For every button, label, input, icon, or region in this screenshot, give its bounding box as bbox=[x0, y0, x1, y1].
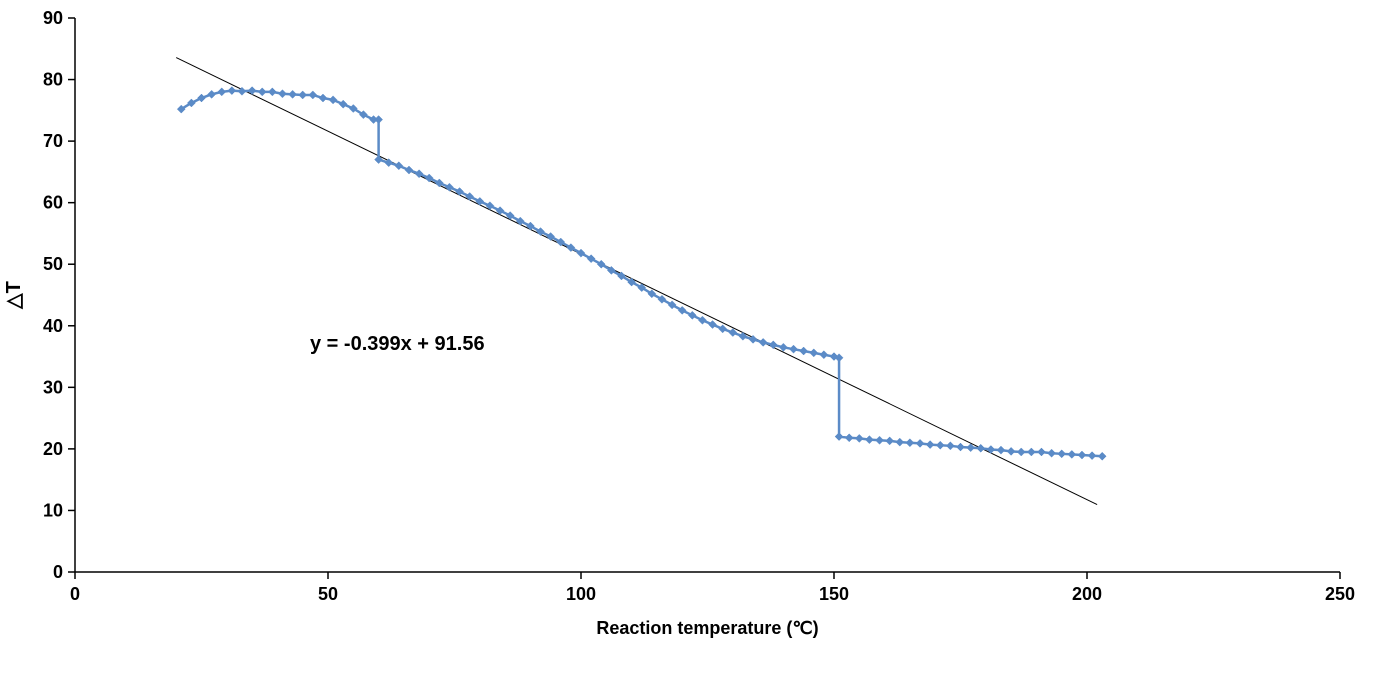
data-marker bbox=[906, 439, 914, 447]
data-marker bbox=[228, 87, 236, 95]
data-marker bbox=[258, 88, 266, 96]
data-marker bbox=[810, 349, 818, 357]
data-marker bbox=[790, 345, 798, 353]
y-tick-label: 20 bbox=[43, 439, 63, 459]
data-marker bbox=[800, 347, 808, 355]
data-marker bbox=[456, 188, 464, 196]
data-marker bbox=[405, 166, 413, 174]
y-tick-label: 50 bbox=[43, 254, 63, 274]
data-marker bbox=[339, 100, 347, 108]
data-marker bbox=[688, 311, 696, 319]
data-marker bbox=[1068, 450, 1076, 458]
y-tick-label: 10 bbox=[43, 500, 63, 520]
data-marker bbox=[198, 94, 206, 102]
x-tick-label: 250 bbox=[1325, 584, 1355, 604]
data-marker bbox=[977, 444, 985, 452]
data-marker bbox=[997, 446, 1005, 454]
data-marker bbox=[759, 338, 767, 346]
data-marker bbox=[1048, 449, 1056, 457]
data-marker bbox=[709, 321, 717, 329]
data-marker bbox=[865, 436, 873, 444]
x-axis-label: Reaction temperature (℃) bbox=[596, 618, 818, 638]
data-marker bbox=[218, 88, 226, 96]
data-marker bbox=[445, 183, 453, 191]
x-tick-label: 50 bbox=[318, 584, 338, 604]
data-marker bbox=[425, 174, 433, 182]
data-marker bbox=[1027, 448, 1035, 456]
y-tick-label: 40 bbox=[43, 316, 63, 336]
data-marker bbox=[987, 446, 995, 454]
data-marker bbox=[319, 94, 327, 102]
data-marker bbox=[395, 162, 403, 170]
data-marker bbox=[466, 193, 474, 201]
trendline bbox=[176, 58, 1097, 505]
equation-label: y = -0.399x + 91.56 bbox=[310, 333, 485, 355]
x-tick-label: 0 bbox=[70, 584, 80, 604]
x-tick-label: 150 bbox=[819, 584, 849, 604]
x-tick-label: 200 bbox=[1072, 584, 1102, 604]
data-marker bbox=[375, 116, 383, 124]
data-marker bbox=[835, 433, 843, 441]
data-marker bbox=[1007, 447, 1015, 455]
data-marker bbox=[299, 91, 307, 99]
data-marker bbox=[926, 441, 934, 449]
data-marker bbox=[208, 90, 216, 98]
data-marker bbox=[1078, 451, 1086, 459]
data-marker bbox=[698, 316, 706, 324]
y-tick-label: 0 bbox=[53, 562, 63, 582]
data-marker bbox=[855, 434, 863, 442]
data-marker bbox=[916, 439, 924, 447]
data-marker bbox=[769, 341, 777, 349]
data-marker bbox=[1058, 450, 1066, 458]
data-marker bbox=[1037, 448, 1045, 456]
data-marker bbox=[957, 443, 965, 451]
data-marker bbox=[729, 329, 737, 337]
data-marker bbox=[1017, 448, 1025, 456]
data-marker bbox=[886, 437, 894, 445]
y-axis-label: △T bbox=[3, 281, 25, 310]
data-marker bbox=[435, 179, 443, 187]
y-tick-label: 70 bbox=[43, 131, 63, 151]
data-marker bbox=[845, 434, 853, 442]
chart-container: 0 10 20 30 40 50 60 70 80 90 0 50 100 150 200 250 Reacti… bbox=[0, 0, 1379, 682]
chart-svg: 0 10 20 30 40 50 60 70 80 90 0 50 100 150 200 250 Reacti… bbox=[0, 0, 1379, 682]
data-marker bbox=[820, 351, 828, 359]
data-marker bbox=[1098, 452, 1106, 460]
data-marker bbox=[309, 91, 317, 99]
data-marker bbox=[779, 343, 787, 351]
data-marker bbox=[278, 90, 286, 98]
data-marker bbox=[876, 436, 884, 444]
y-tick-label: 60 bbox=[43, 193, 63, 213]
data-marker bbox=[1088, 452, 1096, 460]
data-marker bbox=[476, 197, 484, 205]
y-tick-label: 80 bbox=[43, 70, 63, 90]
data-line bbox=[181, 91, 1102, 457]
y-tick-label: 30 bbox=[43, 377, 63, 397]
data-marker bbox=[289, 90, 297, 98]
data-marker bbox=[896, 438, 904, 446]
data-marker bbox=[946, 442, 954, 450]
data-marker bbox=[936, 441, 944, 449]
y-tick-label: 90 bbox=[43, 8, 63, 28]
data-marker bbox=[719, 325, 727, 333]
data-marker bbox=[268, 88, 276, 96]
x-tick-label: 100 bbox=[566, 584, 596, 604]
data-marker bbox=[329, 96, 337, 104]
